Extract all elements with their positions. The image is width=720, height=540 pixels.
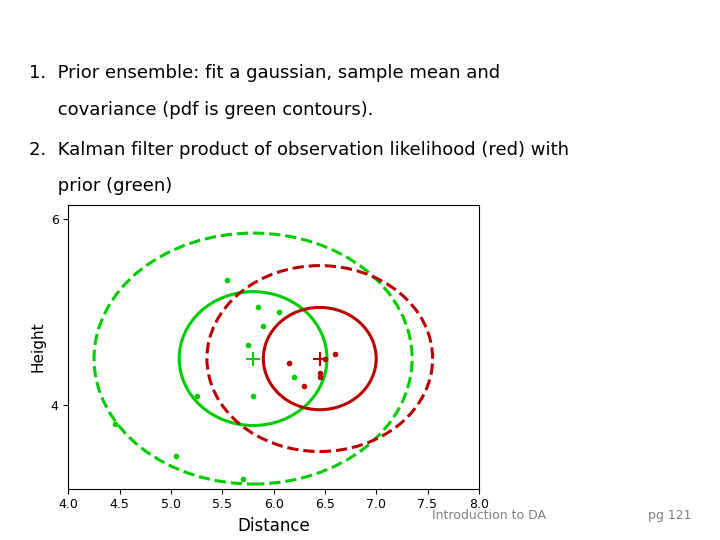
- Text: Methods: Ensemble Kalman Filter: Methods: Ensemble Kalman Filter: [135, 14, 585, 38]
- Text: covariance (pdf is green contours).: covariance (pdf is green contours).: [29, 100, 373, 119]
- Text: Introduction to DA: Introduction to DA: [432, 509, 546, 522]
- Text: 2.  Kalman filter product of observation likelihood (red) with: 2. Kalman filter product of observation …: [29, 140, 569, 159]
- Text: pg 121: pg 121: [648, 509, 691, 522]
- Text: prior (green): prior (green): [29, 178, 172, 195]
- Text: 1.  Prior ensemble: fit a gaussian, sample mean and: 1. Prior ensemble: fit a gaussian, sampl…: [29, 64, 500, 82]
- X-axis label: Distance: Distance: [237, 517, 310, 535]
- Y-axis label: Height: Height: [30, 322, 45, 372]
